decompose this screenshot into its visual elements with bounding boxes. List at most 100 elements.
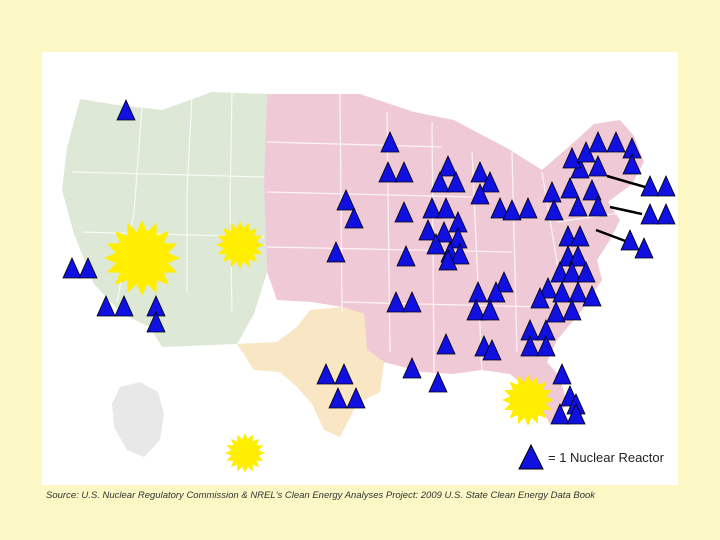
reactor-marker (96, 295, 116, 317)
reactor-marker (588, 155, 608, 177)
reactor-marker (560, 177, 580, 199)
reactor-marker (326, 241, 346, 263)
reactor-marker (634, 237, 654, 259)
reactor-marker (656, 175, 676, 197)
reactor-marker (62, 257, 82, 279)
reactor-marker (566, 403, 586, 425)
reactor-marker (396, 245, 416, 267)
reactor-marker (568, 195, 588, 217)
reactor-marker (480, 299, 500, 321)
reactor-marker (426, 233, 446, 255)
legend: = 1 Nuclear Reactor (518, 443, 664, 471)
reactor-marker (394, 161, 414, 183)
border-line (71, 171, 265, 178)
reactor-marker (328, 387, 348, 409)
reactor-marker (568, 245, 588, 267)
reactor-marker (576, 261, 596, 283)
callout-line (609, 205, 643, 216)
reactor-marker (622, 153, 642, 175)
reactor-marker (336, 189, 356, 211)
reactor-marker (470, 183, 490, 205)
reactor-marker (466, 299, 486, 321)
reactor-marker (438, 249, 458, 271)
reactor-marker (494, 271, 514, 293)
us-map (42, 52, 678, 485)
border-line (511, 151, 518, 353)
reactor-marker (538, 277, 558, 299)
legend-label: = 1 Nuclear Reactor (548, 449, 664, 465)
reactor-marker (344, 207, 364, 229)
border-line (229, 91, 233, 313)
border-line (266, 191, 473, 198)
reactor-marker (562, 261, 582, 283)
reactor-marker (552, 281, 572, 303)
reactor-marker (490, 197, 510, 219)
reactor-marker (582, 285, 602, 307)
reactor-marker (656, 203, 676, 225)
reactor-marker (530, 287, 550, 309)
sun-icon (502, 374, 554, 426)
reactor-marker (434, 221, 454, 243)
reactor-marker (568, 281, 588, 303)
reactor-marker (436, 197, 456, 219)
reactor-marker (486, 281, 506, 303)
reactor-marker (588, 131, 608, 153)
callout-line (595, 228, 629, 244)
reactor-marker (502, 199, 522, 221)
reactor-marker (470, 161, 490, 183)
triangle-icon (518, 444, 544, 470)
border-line (266, 246, 513, 253)
border-line (186, 93, 193, 292)
border-line (471, 151, 483, 373)
reactor-marker (450, 243, 470, 265)
region-west (62, 92, 267, 347)
reactor-marker (640, 175, 660, 197)
reactor-marker (316, 363, 336, 385)
reactor-marker (582, 179, 602, 201)
reactor-marker (334, 363, 354, 385)
reactor-marker (418, 219, 438, 241)
reactor-marker (436, 333, 456, 355)
reactor-marker (346, 387, 366, 409)
reactor-marker (402, 291, 422, 313)
reactor-marker (544, 199, 564, 221)
callout-line (606, 174, 646, 189)
reactor-marker (640, 203, 660, 225)
reactor-marker (620, 229, 640, 251)
callout-lines (595, 174, 646, 244)
reactor-marker (588, 195, 608, 217)
reactor-marker (430, 171, 450, 193)
reactor-marker (378, 161, 398, 183)
reactor-marker (380, 131, 400, 153)
reactor-marker (550, 403, 570, 425)
reactor-marker (606, 131, 626, 153)
border-line (556, 211, 628, 223)
reactor-markers (62, 99, 676, 425)
reactor-marker (542, 181, 562, 203)
sun-icon (104, 220, 180, 296)
reactor-marker (552, 363, 572, 385)
reactor-marker (446, 171, 466, 193)
sun-icon (225, 433, 265, 473)
region-texas (237, 307, 384, 437)
border-line (266, 141, 443, 148)
reactor-marker (402, 357, 422, 379)
reactor-marker (570, 225, 590, 247)
sun-icon (216, 221, 264, 269)
reactor-marker (78, 257, 98, 279)
reactor-marker (480, 171, 500, 193)
reactor-marker (468, 281, 488, 303)
reactor-marker (146, 311, 166, 333)
reactor-marker (536, 335, 556, 357)
sun-markers (104, 220, 554, 473)
reactor-marker (114, 295, 134, 317)
reactor-marker (482, 339, 502, 361)
reactor-marker (520, 335, 540, 357)
reactor-marker (518, 197, 538, 219)
reactor-marker (550, 261, 570, 283)
reactor-marker (438, 155, 458, 177)
region-alaska (112, 382, 164, 457)
border-line (341, 301, 543, 308)
reactor-marker (562, 147, 582, 169)
reactor-marker (394, 201, 414, 223)
